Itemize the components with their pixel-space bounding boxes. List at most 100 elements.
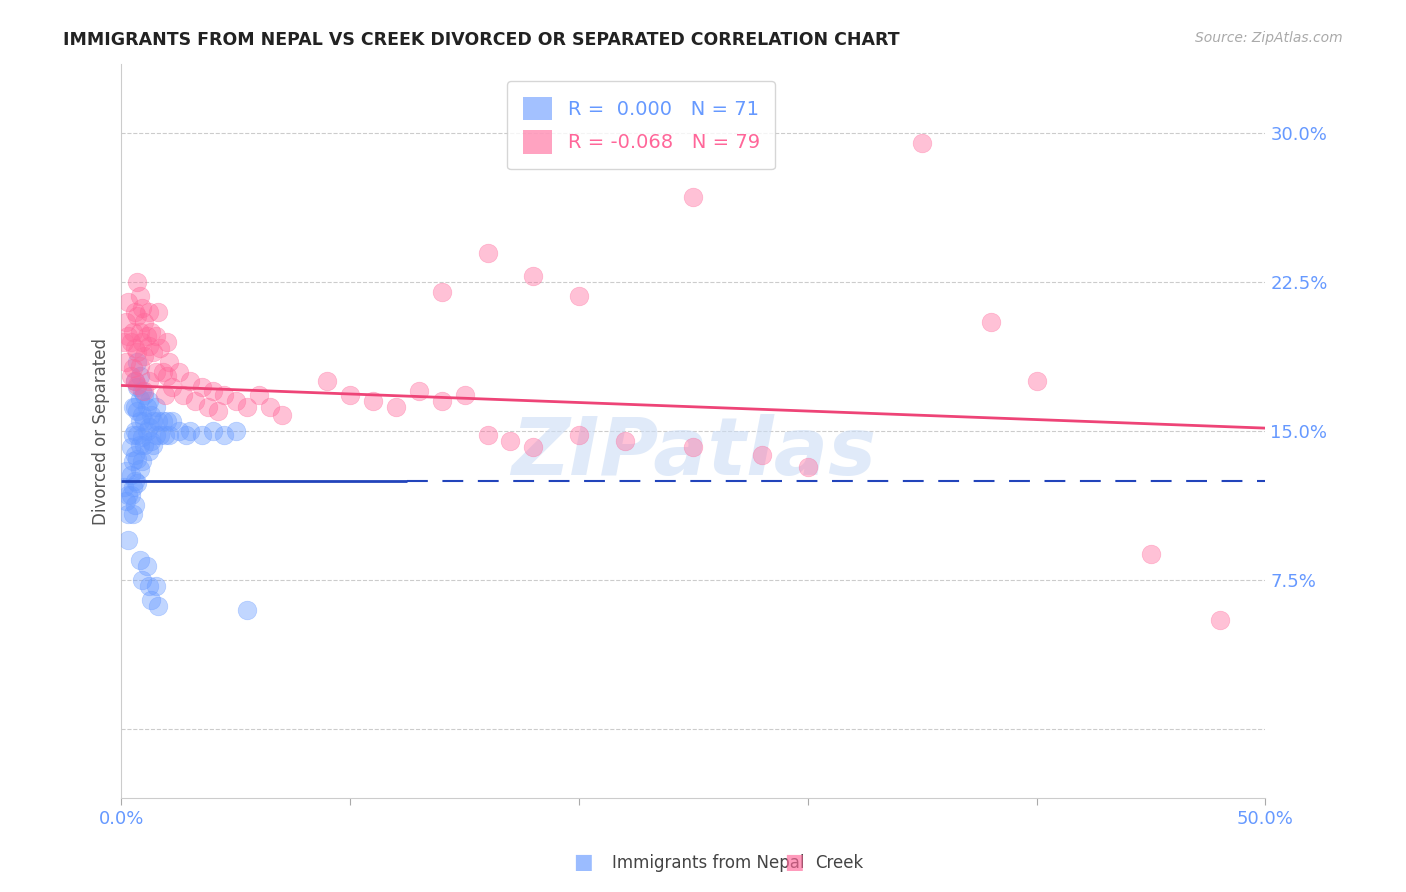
Point xyxy=(117,329,139,343)
Point xyxy=(477,428,499,442)
Text: ZIPatlas: ZIPatlas xyxy=(510,414,876,492)
Point xyxy=(385,401,408,415)
Point xyxy=(797,459,820,474)
Point xyxy=(236,602,259,616)
Point xyxy=(911,136,934,151)
Point xyxy=(156,334,179,349)
Point xyxy=(122,508,145,522)
Point xyxy=(247,388,270,402)
Point xyxy=(149,341,172,355)
Point xyxy=(201,424,224,438)
Point xyxy=(270,408,292,422)
Point xyxy=(145,365,167,379)
Point xyxy=(131,454,153,468)
Point xyxy=(115,493,138,508)
Point xyxy=(128,553,150,567)
Legend: R =  0.000   N = 71, R = -0.068   N = 79: R = 0.000 N = 71, R = -0.068 N = 79 xyxy=(508,81,775,169)
Point xyxy=(127,428,149,442)
Point xyxy=(135,329,157,343)
Point xyxy=(477,245,499,260)
Point xyxy=(128,462,150,476)
Point xyxy=(138,420,160,434)
Point xyxy=(430,285,453,300)
Point xyxy=(153,388,176,402)
Point xyxy=(124,424,146,438)
Point xyxy=(134,414,156,428)
Text: Creek: Creek xyxy=(815,855,863,872)
Point xyxy=(134,384,156,399)
Point xyxy=(128,392,150,407)
Point xyxy=(160,414,183,428)
Point xyxy=(159,428,181,442)
Point xyxy=(682,440,704,454)
Point xyxy=(172,388,194,402)
Point xyxy=(127,344,149,359)
Point xyxy=(145,329,167,343)
Point xyxy=(134,388,156,402)
Point xyxy=(156,368,179,383)
Point xyxy=(138,444,160,458)
Point xyxy=(124,401,146,415)
Point xyxy=(138,394,160,409)
Point xyxy=(131,334,153,349)
Point xyxy=(115,464,138,478)
Point xyxy=(146,414,169,428)
Point xyxy=(190,380,212,394)
Point xyxy=(122,360,145,375)
Point xyxy=(145,401,167,415)
Point xyxy=(142,438,165,452)
Point xyxy=(134,438,156,452)
Text: IMMIGRANTS FROM NEPAL VS CREEK DIVORCED OR SEPARATED CORRELATION CHART: IMMIGRANTS FROM NEPAL VS CREEK DIVORCED … xyxy=(63,31,900,49)
Text: Source: ZipAtlas.com: Source: ZipAtlas.com xyxy=(1195,31,1343,45)
Point xyxy=(117,487,139,501)
Point xyxy=(131,573,153,587)
Point xyxy=(499,434,522,448)
Point xyxy=(120,334,142,349)
Point xyxy=(179,424,201,438)
Point xyxy=(225,394,247,409)
Point xyxy=(127,404,149,418)
Point xyxy=(120,487,142,501)
Point xyxy=(152,365,174,379)
Point xyxy=(522,440,544,454)
Point xyxy=(138,579,160,593)
Point xyxy=(131,384,153,399)
Point xyxy=(167,365,190,379)
Point xyxy=(124,375,146,389)
Point xyxy=(115,354,138,368)
Point xyxy=(153,428,176,442)
Point xyxy=(120,440,142,454)
Point xyxy=(316,375,339,389)
Point xyxy=(122,401,145,415)
Point xyxy=(183,394,205,409)
Point xyxy=(141,325,163,339)
Point xyxy=(145,579,167,593)
Point xyxy=(122,325,145,339)
Point xyxy=(174,428,197,442)
Point xyxy=(117,508,139,522)
Point xyxy=(127,354,149,368)
Point xyxy=(117,533,139,548)
Point xyxy=(160,380,183,394)
Text: ■: ■ xyxy=(574,853,593,872)
Point xyxy=(120,368,142,383)
Point xyxy=(751,448,773,462)
Point xyxy=(149,428,172,442)
Point xyxy=(124,305,146,319)
Point xyxy=(522,269,544,284)
Point xyxy=(146,599,169,613)
Point xyxy=(142,414,165,428)
Point xyxy=(112,480,135,494)
Point xyxy=(124,341,146,355)
Y-axis label: Divorced or Separated: Divorced or Separated xyxy=(93,337,110,524)
Point xyxy=(115,315,138,329)
Point xyxy=(1209,613,1232,627)
Point xyxy=(131,301,153,315)
Point xyxy=(156,414,179,428)
Point xyxy=(201,384,224,399)
Point xyxy=(128,359,150,373)
Point xyxy=(1140,547,1163,561)
Point xyxy=(568,428,591,442)
Point xyxy=(236,401,259,415)
Point xyxy=(214,388,236,402)
